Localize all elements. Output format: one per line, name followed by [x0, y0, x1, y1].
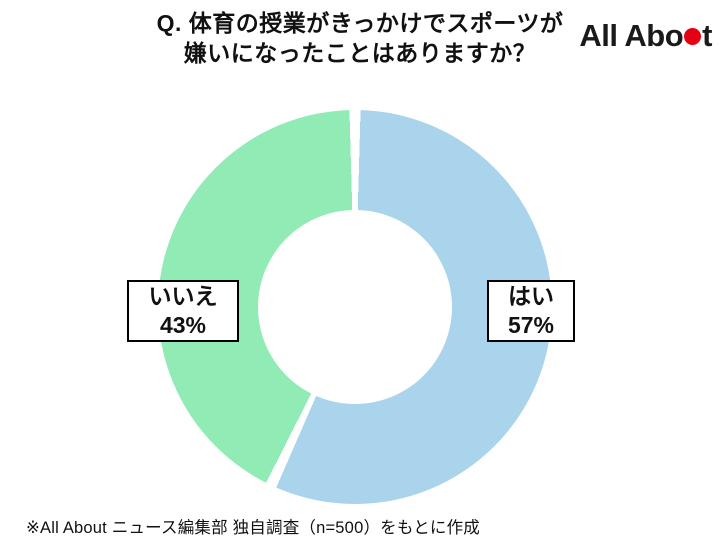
logo-text-pre: All Abo: [579, 18, 684, 53]
donut-hole: [258, 210, 452, 404]
logo-red-dot-icon: [684, 28, 702, 45]
all-about-logo: All Abo t: [579, 18, 712, 54]
label-yes: はい 57%: [487, 280, 575, 342]
label-yes-value: 57%: [507, 312, 555, 338]
label-no-value: 43%: [159, 312, 207, 338]
source-note: ※All About ニュース編集部 独自調査（n=500）をもとに作成: [26, 519, 481, 537]
label-no-text: いいえ: [148, 283, 218, 310]
title-line-1: Q. 体育の授業がきっかけでスポーツが: [156, 10, 564, 36]
label-no: いいえ 43%: [127, 280, 239, 342]
label-yes-text: はい: [508, 283, 554, 310]
page-title: Q. 体育の授業がきっかけでスポーツが 嫌いになったことはありますか？: [0, 9, 720, 69]
logo-text-post: t: [702, 18, 712, 53]
title-line-2: 嫌いになったことはありますか？: [183, 39, 537, 66]
